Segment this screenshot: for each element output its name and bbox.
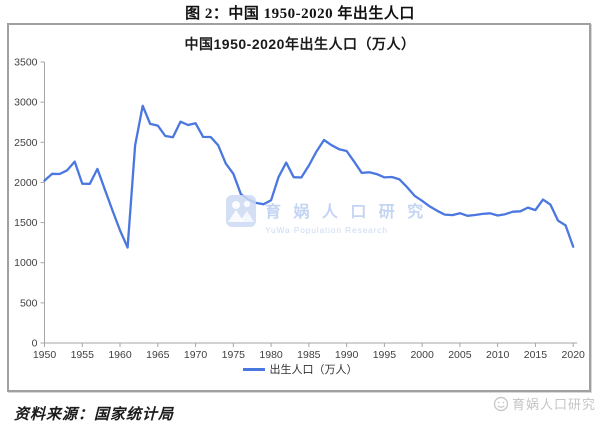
smiley-face-icon [493,396,509,411]
y-axis-tick-label: 1500 [14,217,38,229]
x-axis-tick-label: 2020 [562,349,586,361]
x-axis-tick-label: 2010 [486,349,510,361]
watermark-corner: 育娲人口研究 [493,394,596,413]
figure-caption: 图 2：中国 1950-2020 年出生人口 [185,6,415,22]
axis-lines [44,62,578,344]
chart-legend: 出生人口（万人） [0,361,600,377]
x-axis-tick-label: 1995 [373,349,397,361]
x-axis-tick-label: 2000 [410,349,434,361]
chart-title: 中国1950-2020年出生人口（万人） [184,36,416,52]
legend-label: 出生人口（万人） [269,364,358,376]
y-axis-tick-label: 2000 [14,177,38,189]
y-axis-tick-label: 2500 [14,137,38,149]
watermark-corner-text: 育娲人口研究 [511,397,596,412]
birth-population-line [43,104,575,249]
x-axis-tick-label: 1975 [222,349,246,361]
source-note: 资料来源：国家统计局 [14,407,175,423]
x-axis-tick-label: 1980 [259,349,283,361]
x-axis-tick-label: 1950 [33,349,57,361]
x-axis-tick-label: 1970 [184,349,208,361]
y-axis-tick-label: 0 [32,338,38,350]
chart-figure-box [7,23,591,392]
y-axis-tick-label: 3500 [14,57,38,69]
x-axis-tick-label: 1965 [146,349,170,361]
x-axis-tick-label: 2005 [448,349,472,361]
x-axis-tick-label: 1955 [71,349,95,361]
y-axis-tick-label: 500 [20,297,38,309]
x-axis-tick-label: 1990 [335,349,359,361]
x-axis-tick-label: 1985 [297,349,321,361]
x-axis-tick-label: 1960 [108,349,132,361]
legend-line-icon [242,367,265,371]
x-axis-tick-label: 2015 [524,349,548,361]
y-axis-tick-label: 1000 [14,257,38,269]
y-axis-tick-label: 3000 [14,97,38,109]
